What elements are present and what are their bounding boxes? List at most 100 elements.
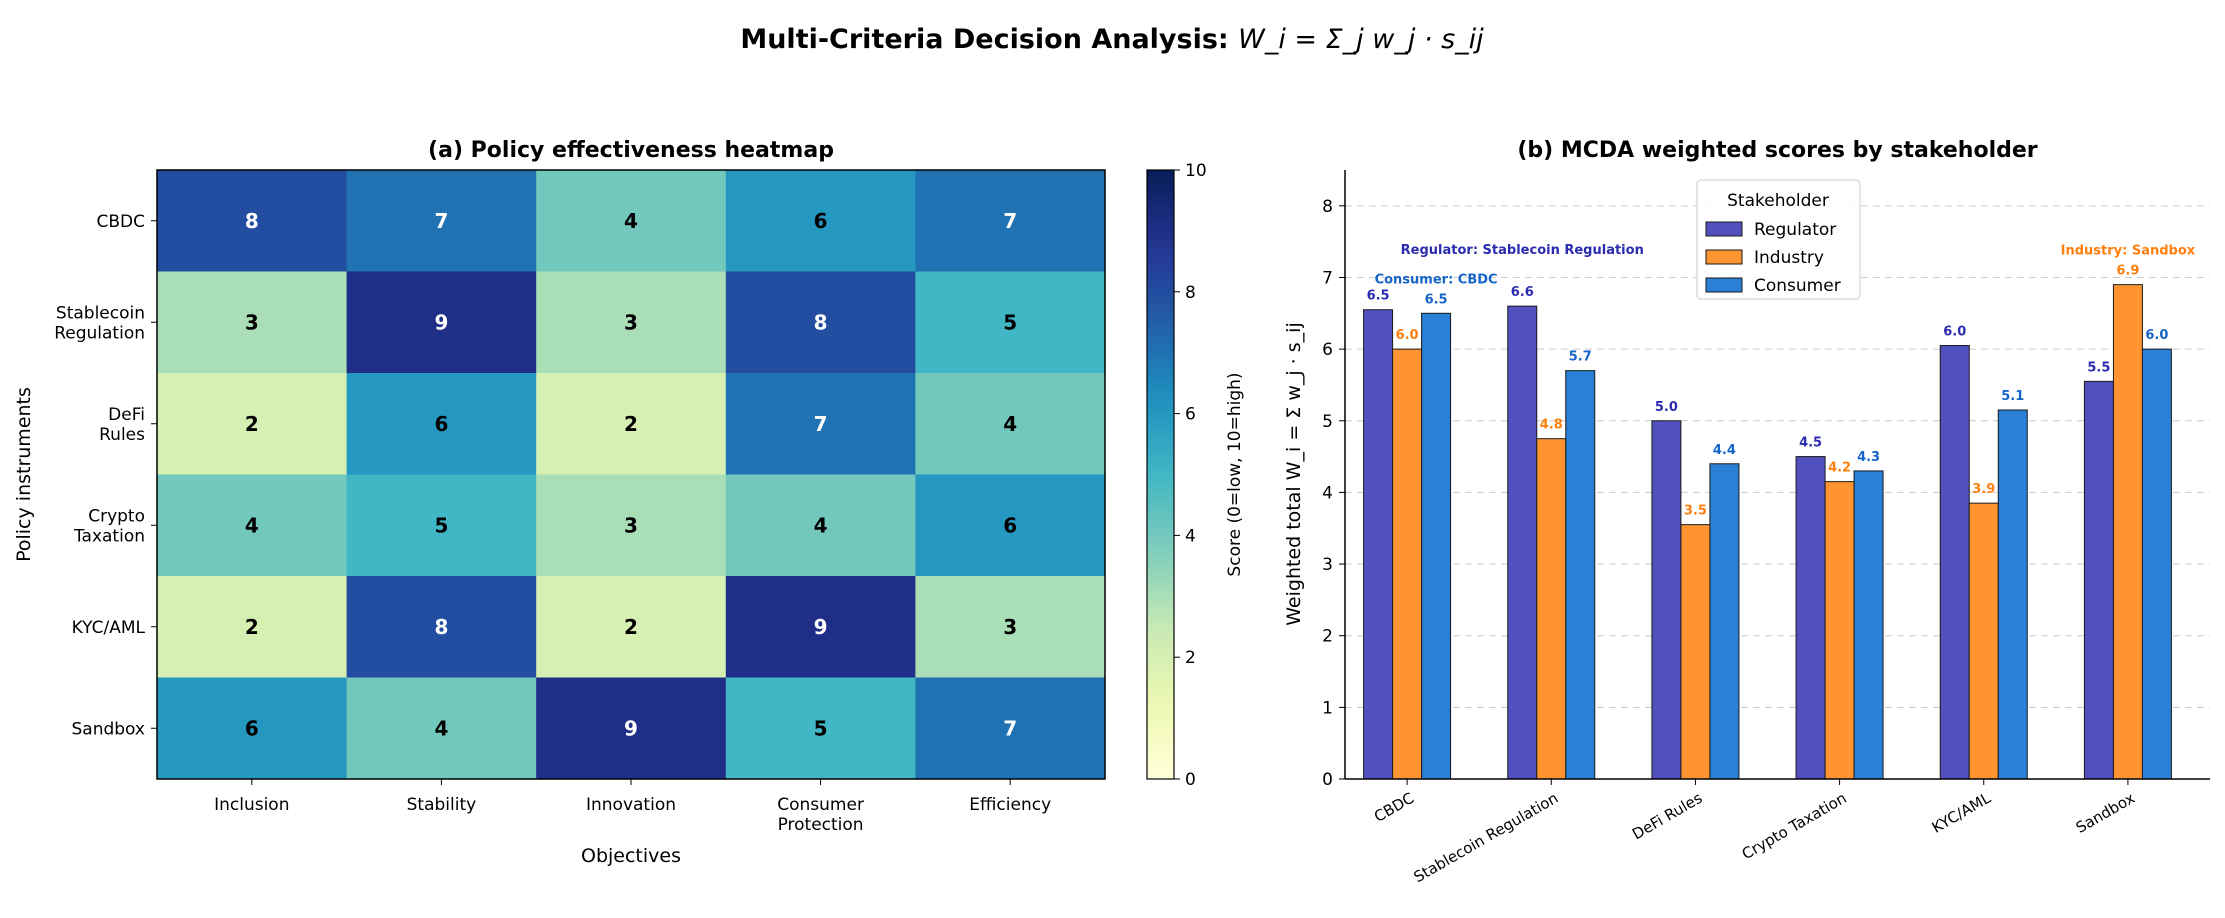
x-tick-label: Inclusion <box>214 795 289 815</box>
heatmap-cell <box>346 373 537 475</box>
heatmap-cell-label: 3 <box>624 310 638 334</box>
best-policy-annotation: Consumer: CBDC <box>1375 272 1498 287</box>
x-tick-label: Crypto Taxation <box>1739 789 1850 863</box>
heatmap-cell-label: 6 <box>245 716 259 740</box>
bar-regulator <box>1651 420 1682 780</box>
heatmap-cell-label: 3 <box>245 310 259 334</box>
bar-consumer <box>1709 463 1740 780</box>
heatmap-cell-label: 9 <box>434 310 448 334</box>
y-tick-label: Crypto Taxation <box>73 506 145 546</box>
bar-value-label: 4.3 <box>1857 450 1880 465</box>
best-policy-annotation: Regulator: Stablecoin Regulation <box>1401 243 1644 258</box>
bar-title: (b) MCDA weighted scores by stakeholder <box>1517 138 2037 163</box>
bar-industry <box>1968 502 1999 780</box>
heatmap-cell <box>157 271 348 374</box>
y-tick-label: 1 <box>1322 698 1333 718</box>
y-tick-label: Stablecoin Regulation <box>54 303 145 343</box>
heatmap-cell <box>536 677 727 780</box>
heatmap-cell <box>346 677 537 780</box>
bar-industry <box>2112 284 2143 780</box>
heatmap-cell-label: 6 <box>814 209 828 233</box>
heatmap-cell-label: 6 <box>434 412 448 436</box>
colorbar-tick-label: 4 <box>1185 526 1196 546</box>
x-tick-label: Stability <box>407 795 477 815</box>
bar-value-label: 6.9 <box>2116 264 2139 279</box>
heatmap-cell <box>157 373 348 475</box>
legend-swatch <box>1705 277 1743 293</box>
bar-industry <box>1824 481 1855 780</box>
bar-ylabel: Weighted total W_i = Σ w_j · s_ij <box>1283 322 1305 625</box>
heatmap-cell <box>346 576 537 678</box>
bar-value-label: 6.6 <box>1511 285 1534 300</box>
bar-consumer <box>1565 370 1596 780</box>
heatmap-cell <box>915 170 1106 272</box>
colorbar-tick-label: 8 <box>1185 283 1196 303</box>
y-tick-label: 8 <box>1322 197 1333 217</box>
heatmap-cell <box>725 677 916 780</box>
suptitle-line: Multi-Criteria Decision Analysis: W_i = … <box>740 24 1484 55</box>
heatmap-cell-label: 7 <box>434 209 448 233</box>
heatmap-cell-label: 9 <box>814 615 828 639</box>
x-tick-label: Stablecoin Regulation <box>1411 789 1562 886</box>
bar-value-label: 4.4 <box>1713 443 1736 458</box>
heatmap-cell-label: 2 <box>624 412 638 436</box>
bar-value-label: 4.2 <box>1828 461 1851 476</box>
heatmap-cell <box>157 474 348 577</box>
heatmap-cell <box>725 373 916 475</box>
legend-frame <box>1696 179 1861 300</box>
y-tick-label: CBDC <box>97 212 146 232</box>
best-policy-annotation: Industry: Sandbox <box>2061 244 2196 259</box>
bar-regulator <box>1507 305 1538 780</box>
y-tick-label: 2 <box>1322 627 1333 647</box>
x-tick-label: KYC/AML <box>1929 789 1995 837</box>
heatmap-cell <box>536 576 727 678</box>
heatmap-cell <box>346 474 537 577</box>
x-tick-label: Consumer Protection <box>777 795 864 835</box>
heatmap-xlabel: Objectives <box>581 845 681 867</box>
heatmap-cell-label: 6 <box>1003 513 1017 537</box>
legend-label: Consumer <box>1754 276 1841 296</box>
bar-value-label: 3.9 <box>1972 482 1995 497</box>
heatmap-cell-label: 3 <box>624 513 638 537</box>
heatmap-cell <box>915 576 1106 678</box>
heatmap-cell <box>157 576 348 678</box>
bar-value-label: 4.8 <box>1540 418 1563 433</box>
y-tick-label: 3 <box>1322 555 1333 575</box>
heatmap-cell-label: 5 <box>434 513 448 537</box>
bar-consumer <box>1853 470 1884 780</box>
x-tick-label: CBDC <box>1371 789 1417 826</box>
bar-value-label: 6.0 <box>2145 328 2168 343</box>
heatmap-ylabel: Policy instruments <box>13 387 35 562</box>
bar-regulator <box>1795 456 1826 780</box>
colorbar-label: Score (0=low, 10=high) <box>1225 372 1245 576</box>
suptitle: Multi-Criteria Decision Analysis: W_i = … <box>740 24 1484 55</box>
colorbar-tick-label: 0 <box>1185 770 1196 790</box>
heatmap-cell <box>346 271 537 374</box>
heatmap-cell-label: 2 <box>245 615 259 639</box>
heatmap-cell-label: 5 <box>814 716 828 740</box>
suptitle-text: Multi-Criteria Decision Analysis: <box>740 24 1238 55</box>
heatmap-cell-label: 7 <box>1003 209 1017 233</box>
y-tick-label: 0 <box>1322 770 1333 790</box>
x-tick-label: Efficiency <box>969 795 1051 815</box>
heatmap-cell-label: 4 <box>1003 412 1017 436</box>
bar-industry <box>1536 438 1567 780</box>
heatmap-cell-label: 4 <box>245 513 259 537</box>
heatmap-cell-label: 3 <box>1003 615 1017 639</box>
bar-value-label: 5.5 <box>2087 360 2110 375</box>
bar-consumer <box>1997 409 2028 780</box>
bar-regulator <box>1363 309 1394 780</box>
heatmap-cell-label: 2 <box>624 615 638 639</box>
heatmap-cell <box>915 677 1106 780</box>
heatmap-cell <box>725 271 916 374</box>
heatmap-cell-label: 4 <box>814 513 828 537</box>
legend-swatch <box>1705 249 1743 265</box>
legend-swatch <box>1705 221 1743 237</box>
bar-value-label: 6.5 <box>1425 292 1448 307</box>
heatmap-cell-label: 9 <box>624 716 638 740</box>
heatmap-cell-label: 8 <box>245 209 259 233</box>
legend-label: Regulator <box>1754 220 1836 240</box>
heatmap-cell-label: 7 <box>1003 716 1017 740</box>
heatmap-title: (a) Policy effectiveness heatmap <box>428 138 834 163</box>
